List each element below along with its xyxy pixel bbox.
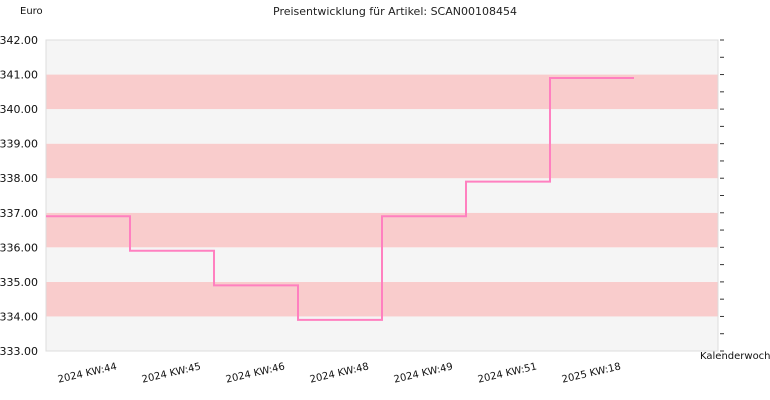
x-tick-label: 2024 KW:45 bbox=[141, 361, 202, 385]
grid-band bbox=[46, 143, 718, 179]
x-axis-label: Kalenderwoche bbox=[700, 351, 770, 362]
x-tick-label: 2024 KW:48 bbox=[309, 361, 370, 385]
y-tick-label: 340.00 bbox=[0, 103, 38, 116]
series-line bbox=[46, 77, 634, 321]
grid-bands bbox=[46, 40, 718, 351]
x-tick-label: 2024 KW:51 bbox=[477, 361, 538, 385]
grid-band bbox=[46, 178, 718, 213]
y-tick-label: 335.00 bbox=[0, 276, 38, 289]
y-tick-label: 337.00 bbox=[0, 207, 38, 220]
y-tick-labels: 333.00 334.00 335.00 336.00 337.00 338.00 339.… bbox=[0, 34, 38, 358]
grid-band bbox=[46, 40, 718, 75]
plot-frame bbox=[45, 39, 719, 352]
y-tick-label: 339.00 bbox=[0, 138, 38, 151]
x-tick-label: 2025 KW:18 bbox=[561, 361, 622, 385]
grid-band bbox=[46, 109, 718, 144]
y-tick-label: 342.00 bbox=[0, 34, 38, 47]
x-tick-label: 2024 KW:46 bbox=[225, 361, 286, 385]
grid-band bbox=[46, 74, 718, 110]
y-tick-label: 341.00 bbox=[0, 69, 38, 82]
chart-title: Preisentwicklung für Artikel: SCAN001084… bbox=[273, 5, 517, 18]
x-tick-label: 2024 KW:49 bbox=[393, 361, 454, 385]
right-tick-marks bbox=[720, 39, 724, 352]
y-tick-label: 334.00 bbox=[0, 310, 38, 323]
y-tick-label: 338.00 bbox=[0, 172, 38, 185]
x-tick-labels: 2024 KW:44 2024 KW:45 2024 KW:46 2024 KW:48… bbox=[57, 361, 622, 385]
series-group bbox=[46, 77, 634, 321]
x-tick-label: 2024 KW:44 bbox=[57, 361, 118, 385]
y-tick-label: 333.00 bbox=[0, 345, 38, 358]
y-tick-label: 336.00 bbox=[0, 241, 38, 254]
grid-band bbox=[46, 316, 718, 351]
y-axis-label: Euro bbox=[20, 6, 43, 17]
